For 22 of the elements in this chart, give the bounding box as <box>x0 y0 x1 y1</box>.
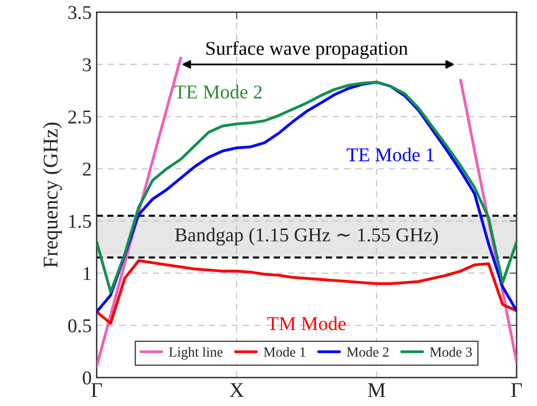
annotation: Surface wave propagation <box>206 41 408 59</box>
x-tick-label: X <box>230 383 244 397</box>
legend-label: Mode 1 <box>264 346 306 357</box>
y-tick-label: 2 <box>82 162 91 176</box>
y-axis-title: Frequency (GHz) <box>42 122 62 268</box>
legend-label: Mode 3 <box>430 346 472 357</box>
x-tick-label: M <box>368 383 386 397</box>
y-tick-label: 1 <box>84 267 91 280</box>
y-tick-label: 0.5 <box>68 319 92 332</box>
band-label: Bandgap (1.15 GHz ∼ 1.55 GHz) <box>175 228 438 246</box>
y-tick-label: 2.5 <box>68 110 92 124</box>
annotation: TE Mode 2 <box>174 84 262 99</box>
y-tick-label: 1.5 <box>69 214 92 228</box>
y-tick-label: 3.5 <box>68 6 92 20</box>
annotation: TM Mode <box>267 316 346 330</box>
y-tick-label: 3 <box>83 58 92 72</box>
x-tick-label: Γ <box>91 383 102 397</box>
y-tick-label: 0 <box>82 371 92 385</box>
legend-label: Mode 2 <box>346 346 388 357</box>
x-tick-label: Γ <box>511 383 522 397</box>
annotation: TE Mode 1 <box>346 148 434 162</box>
legend-label: Light line <box>169 346 223 360</box>
